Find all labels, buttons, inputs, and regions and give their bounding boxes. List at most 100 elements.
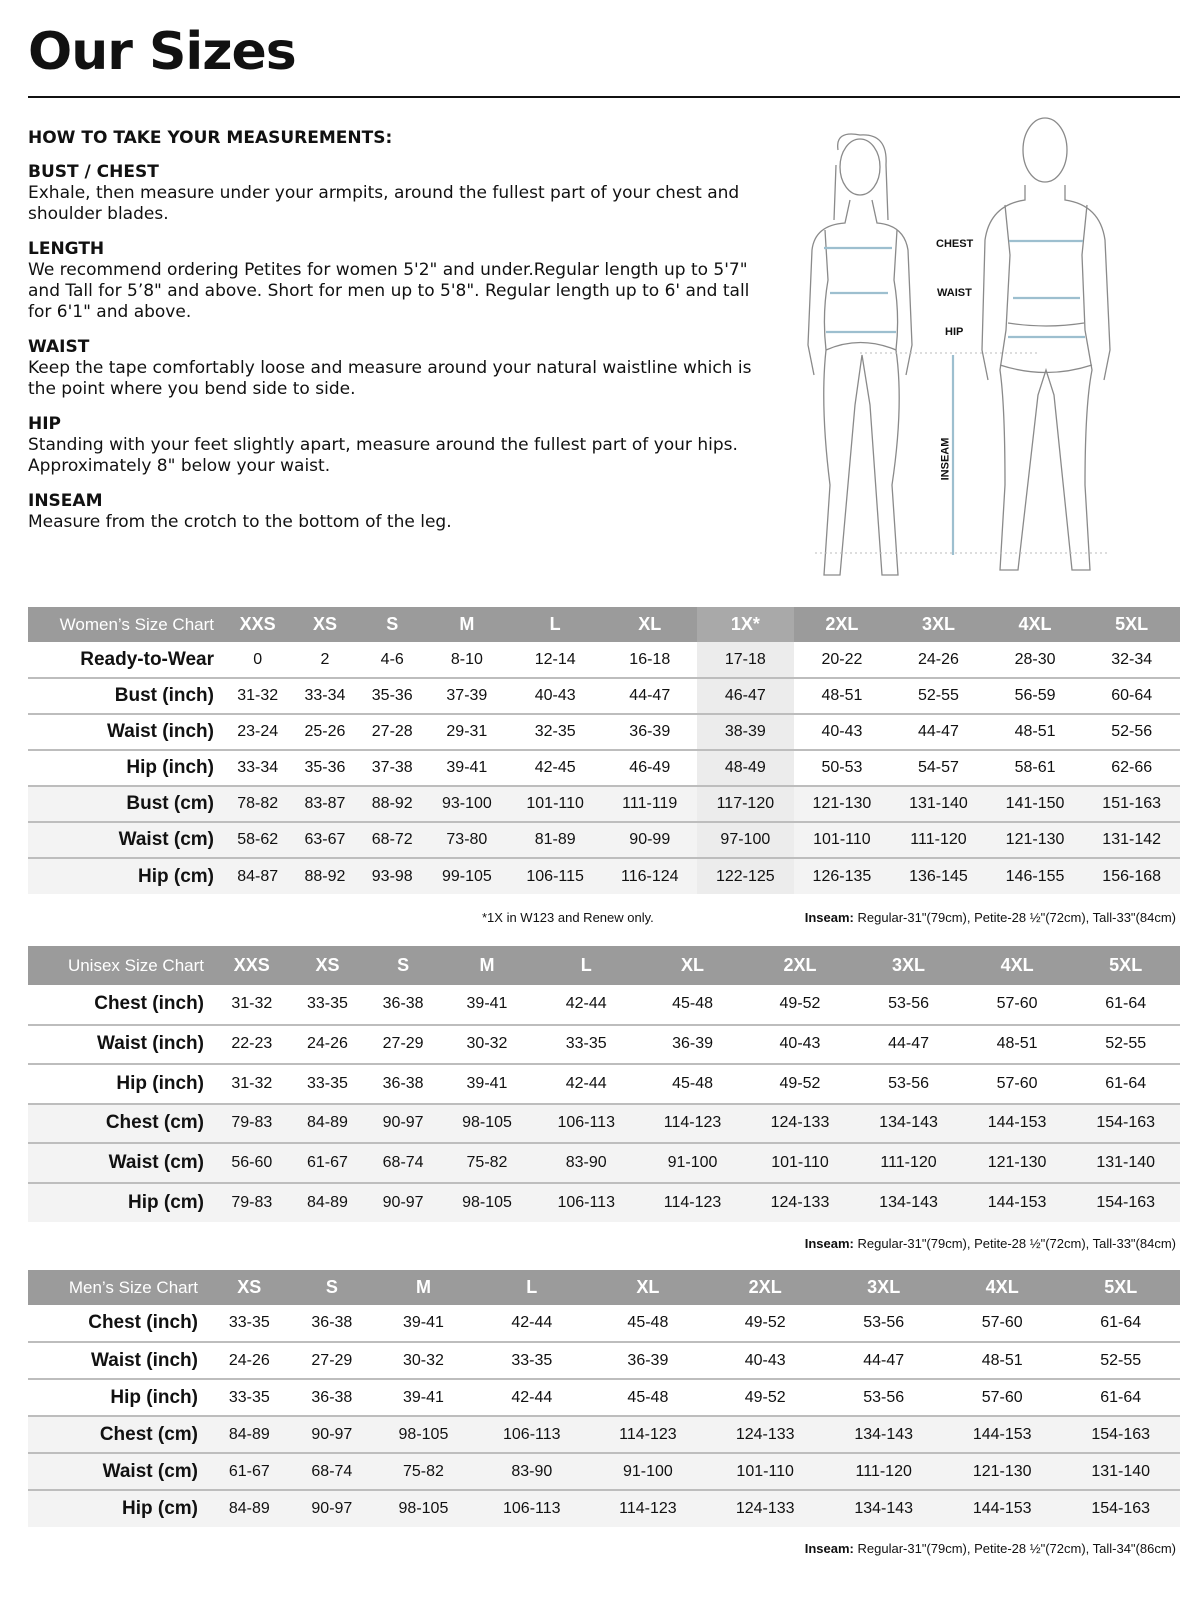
table-cell: 97-100 (697, 822, 794, 859)
unisex-size-chart: Unisex Size Chart XXS XS S M L XL 2XL 3XL 4XL 5XL C… (28, 946, 1180, 1222)
table-cell: 122-125 (697, 858, 794, 894)
table-cell: 33-35 (208, 1379, 291, 1417)
table-cell: 84-89 (289, 1103, 366, 1144)
table-cell: 98-105 (440, 1103, 534, 1144)
size-header: 4XL (986, 607, 1084, 642)
table-cell: 28-30 (986, 642, 1084, 679)
mens-size-chart: Men’s Size Chart XS S M L XL 2XL 3XL 4XL 5XL Chest… (28, 1270, 1180, 1527)
table-cell: 52-55 (1071, 1024, 1180, 1065)
inseam-text: Regular-31"(79cm), Petite-28 ½"(72cm), T… (853, 1541, 1177, 1556)
table-cell: 90-99 (602, 822, 698, 859)
size-header: 2XL (705, 1270, 825, 1305)
womens-size-chart: Women’s Size Chart XXS XS S M L XL 1X* 2XL 3XL 4XL… (28, 607, 1180, 894)
table-row: Hip (inch) 33-34 35-36 37-38 39-41 42-45 46-49… (28, 750, 1180, 787)
womens-inseam-note: Inseam: Regular-31"(79cm), Petite-28 ½"(… (805, 910, 1176, 925)
chart-title: Men’s Size Chart (28, 1270, 208, 1305)
table-cell: 56-60 (214, 1143, 290, 1184)
body-measurement-illustration: CHEST WAIST HIP INSEAM (800, 105, 1180, 595)
table-row: Waist (cm) 58-62 63-67 68-72 73-80 81-89 90-99… (28, 822, 1180, 859)
page-title: Our Sizes (28, 22, 297, 82)
table-cell: 46-49 (602, 750, 698, 787)
table-cell: 57-60 (942, 1379, 1062, 1417)
size-header: 5XL (1083, 607, 1180, 642)
table-cell: 52-56 (1083, 714, 1180, 751)
table-cell: 44-47 (890, 714, 987, 751)
size-header: L (507, 607, 603, 642)
table-row: Chest (inch) 33-35 36-38 39-41 42-44 45-48 49-… (28, 1305, 1180, 1343)
size-header: 5XL (1071, 946, 1180, 985)
table-cell: 49-52 (705, 1379, 825, 1417)
table-cell: 53-56 (824, 1305, 943, 1343)
table-cell: 48-51 (962, 1024, 1072, 1065)
size-header: XS (289, 946, 366, 985)
table-cell: 111-119 (602, 786, 698, 823)
table-cell: 68-74 (290, 1453, 374, 1491)
table-cell: 106-113 (473, 1490, 590, 1527)
table-cell: 29-31 (425, 714, 508, 751)
size-header: L (473, 1270, 590, 1305)
table-cell: 35-36 (291, 750, 359, 787)
table-cell: 98-105 (373, 1490, 474, 1527)
table-row: Waist (inch) 23-24 25-26 27-28 29-31 32-35 36-… (28, 714, 1180, 751)
table-cell: 40-43 (745, 1024, 855, 1065)
size-header: 3XL (890, 607, 987, 642)
table-row: Ready-to-Wear 0 2 4-6 8-10 12-14 16-18 17-18 20-… (28, 642, 1180, 679)
table-cell: 79-83 (214, 1103, 290, 1144)
table-cell: 57-60 (962, 985, 1072, 1026)
table-row: Chest (inch) 31-32 33-35 36-38 39-41 42-44 45-… (28, 985, 1180, 1026)
size-header: XL (639, 946, 746, 985)
size-header: XS (208, 1270, 291, 1305)
table-cell: 90-97 (290, 1490, 374, 1527)
table-cell: 16-18 (602, 642, 698, 679)
table-cell: 134-143 (854, 1182, 963, 1222)
table-cell: 131-140 (1061, 1453, 1180, 1491)
table-cell: 37-39 (425, 678, 508, 715)
table-cell: 31-32 (224, 678, 292, 715)
table-cell: 25-26 (291, 714, 359, 751)
row-label: Waist (cm) (28, 1453, 208, 1491)
table-cell: 42-44 (473, 1305, 590, 1343)
table-cell: 45-48 (639, 985, 746, 1026)
table-cell: 56-59 (986, 678, 1084, 715)
table-cell: 33-35 (473, 1342, 590, 1380)
table-cell: 32-35 (507, 714, 603, 751)
table-cell: 44-47 (854, 1024, 963, 1065)
table-cell: 61-67 (208, 1453, 291, 1491)
table-cell: 90-97 (365, 1182, 441, 1222)
table-cell: 48-51 (793, 678, 891, 715)
table-cell: 36-38 (365, 1064, 441, 1105)
table-cell: 57-60 (942, 1305, 1062, 1343)
table-cell: 38-39 (697, 714, 794, 751)
table-cell: 88-92 (291, 858, 359, 894)
table-cell: 48-51 (942, 1342, 1062, 1380)
table-cell: 91-100 (589, 1453, 706, 1491)
measurement-guide: HOW TO TAKE YOUR MEASUREMENTS: BUST / CH… (28, 128, 768, 547)
table-cell: 101-110 (745, 1143, 855, 1184)
table-cell: 84-89 (208, 1416, 291, 1454)
womens-footnote: *1X in W123 and Renew only. (482, 910, 654, 925)
table-cell: 42-45 (507, 750, 603, 787)
table-cell: 84-87 (224, 858, 292, 894)
table-row: Hip (cm) 79-83 84-89 90-97 98-105 106-113 114-… (28, 1182, 1180, 1222)
size-header: 3XL (854, 946, 963, 985)
table-cell: 24-26 (208, 1342, 291, 1380)
table-cell: 121-130 (942, 1453, 1062, 1491)
female-figure-icon (807, 133, 913, 576)
row-label: Chest (cm) (28, 1416, 208, 1454)
inseam-label: Inseam: (804, 910, 854, 925)
table-cell: 33-34 (224, 750, 292, 787)
table-cell: 36-38 (290, 1379, 374, 1417)
section-text: Standing with your feet slightly apart, … (28, 435, 738, 476)
row-label: Hip (inch) (28, 1379, 208, 1417)
table-cell: 91-100 (639, 1143, 746, 1184)
table-cell: 36-39 (639, 1024, 746, 1065)
section-title: HIP (28, 414, 62, 434)
size-header: S (290, 1270, 374, 1305)
table-cell: 36-39 (602, 714, 698, 751)
table-cell: 154-163 (1061, 1490, 1180, 1527)
table-cell: 33-35 (289, 985, 366, 1026)
table-cell: 33-35 (289, 1064, 366, 1105)
table-cell: 52-55 (890, 678, 987, 715)
row-label: Waist (inch) (28, 1024, 214, 1065)
table-cell: 124-133 (705, 1416, 825, 1454)
